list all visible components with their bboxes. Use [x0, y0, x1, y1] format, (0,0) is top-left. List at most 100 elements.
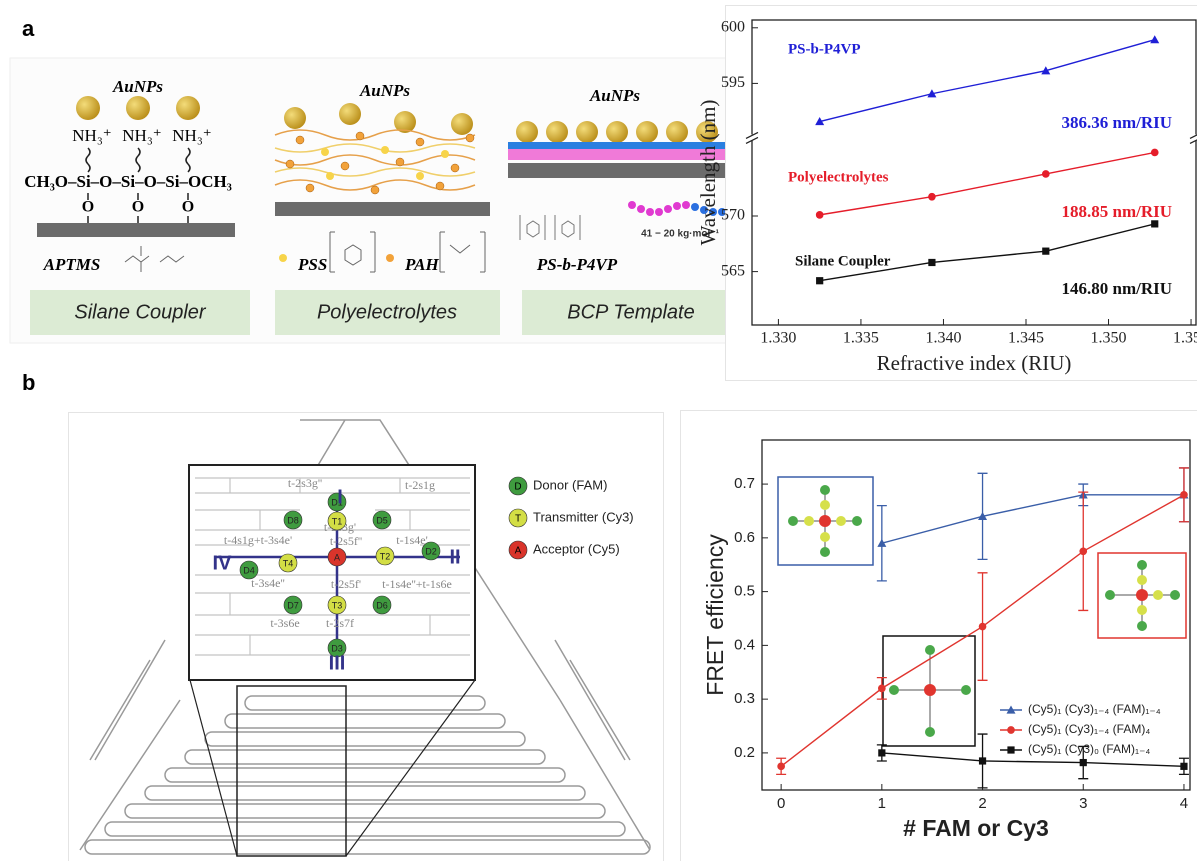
dye-label: T3: [332, 600, 343, 610]
y-tick-label: 0.4: [734, 636, 755, 653]
y-tick-label: 0.3: [734, 690, 755, 707]
polymer-chain: [274, 143, 476, 177]
marker: [1042, 247, 1050, 255]
dye-node: [239, 560, 259, 580]
plot-area: [751, 19, 1197, 326]
dye-node: [283, 595, 303, 615]
marker: [815, 117, 825, 126]
axis-break: [745, 131, 759, 145]
pah-symbol: [386, 254, 394, 262]
inset-schematics: [777, 476, 1187, 747]
series-line: [819, 39, 1155, 123]
amine-label: NH₃⁺: [72, 126, 111, 145]
scheme-caption: Polyelectrolytes: [317, 301, 457, 323]
plot-area: [761, 439, 1191, 791]
marker: [878, 684, 886, 693]
gold-row: [516, 121, 718, 143]
arm-label: III: [329, 652, 346, 674]
legend-marker: [1007, 726, 1015, 734]
dye-label: D4: [243, 565, 255, 575]
dye-node: [327, 511, 347, 531]
arm-label: II: [449, 546, 460, 568]
polymer-label: PAH: [404, 255, 439, 274]
series-line: [819, 151, 1155, 216]
y-axis-label: Wavelength (nm): [696, 100, 720, 246]
axis-break-gap: [746, 134, 758, 141]
legend-label: Donor (FAM): [533, 477, 607, 492]
strand-label: t-2s7f: [326, 616, 354, 630]
gold-nanoparticle: [339, 103, 361, 125]
dye-node: [421, 541, 441, 561]
legend-marker: [1006, 705, 1016, 714]
zoom-lines: [189, 679, 476, 857]
substrate: [37, 223, 235, 237]
bcp-structure: [519, 215, 581, 240]
scheme-polyelectrolyte: AuNPs PSS PAH Polyelectrolytes: [274, 81, 500, 335]
dye-node: [372, 510, 392, 530]
gold-nanoparticle: [176, 96, 200, 120]
dye-label: T2: [380, 551, 391, 561]
p4vp-layer: [508, 142, 740, 149]
substrate: [508, 163, 740, 178]
y-tick-label: 600: [721, 18, 745, 35]
scheme-caption: BCP Template: [567, 301, 694, 323]
axis-break: [1189, 134, 1197, 145]
x-tick-label: 1: [878, 795, 886, 812]
strand-label: t-4s1g+t-3s4e': [224, 533, 292, 547]
panel-label: a: [22, 16, 35, 41]
x-tick-label: 1.340: [925, 330, 961, 347]
x-tick-label: 4: [1180, 795, 1188, 812]
pss-structure: [329, 231, 376, 273]
marker: [1150, 148, 1159, 157]
legend-symbol: [508, 540, 528, 560]
x-tick-label: 1.335: [843, 330, 879, 347]
marker: [777, 762, 785, 771]
charges: [321, 146, 449, 180]
legend-label: (Cy5)₁ (Cy3)₀ (FAM)₁₋₄: [1028, 742, 1150, 756]
marker: [1041, 170, 1050, 178]
y-tick-label: 0.2: [734, 744, 755, 761]
legend-symbol: [508, 476, 528, 496]
bond: [87, 193, 189, 223]
series-line: [881, 752, 1184, 768]
strand-label: t-2s5f': [331, 577, 361, 591]
dye-node: [375, 546, 395, 566]
marker: [878, 749, 886, 757]
legend-label: Transmitter (Cy3): [533, 509, 634, 524]
marker: [877, 538, 887, 547]
x-axis-label: Refractive index (RIU): [877, 351, 1072, 375]
marker: [978, 511, 988, 520]
series-line: [819, 223, 1155, 282]
dye-label: D7: [287, 600, 299, 610]
strand-label: t-2s5f'': [330, 534, 362, 548]
oxygen-label: O: [182, 199, 194, 216]
oxygen-label: O: [132, 199, 144, 216]
pss-symbol: [279, 254, 287, 262]
x-tick-label: 1.350: [1091, 330, 1127, 347]
series-label: Polyelectrolytes: [788, 169, 889, 185]
x-tick-label: 2: [978, 795, 986, 812]
strand-label: t-2s1g: [405, 478, 435, 492]
marker: [1079, 547, 1088, 556]
oxygen-label: O: [82, 199, 94, 216]
marker: [816, 277, 824, 285]
marker: [978, 757, 987, 765]
x-tick-label: 1.345: [1008, 330, 1044, 347]
arm-label: I: [337, 486, 343, 508]
amine-label: NH₃⁺: [122, 126, 161, 145]
gold-nanoparticle: [451, 113, 473, 135]
x-tick-label: 0: [777, 795, 785, 812]
marker: [1150, 35, 1160, 44]
dye-label: D1: [331, 497, 343, 507]
legend-label: (Cy5)₁ (Cy3)₁₋₄ (FAM)₄: [1028, 722, 1150, 736]
marker: [1180, 491, 1188, 499]
arm-label: IV: [213, 552, 233, 574]
zoom-region: [236, 685, 347, 857]
dye-label: T1: [332, 516, 343, 526]
ps-layer: [508, 149, 740, 160]
dye-label: D2: [425, 546, 437, 556]
series-label: PS-b-P4VP: [788, 41, 861, 57]
dye-label: D5: [376, 515, 388, 525]
charges: [285, 131, 475, 195]
gold-nanoparticle: [284, 107, 306, 129]
